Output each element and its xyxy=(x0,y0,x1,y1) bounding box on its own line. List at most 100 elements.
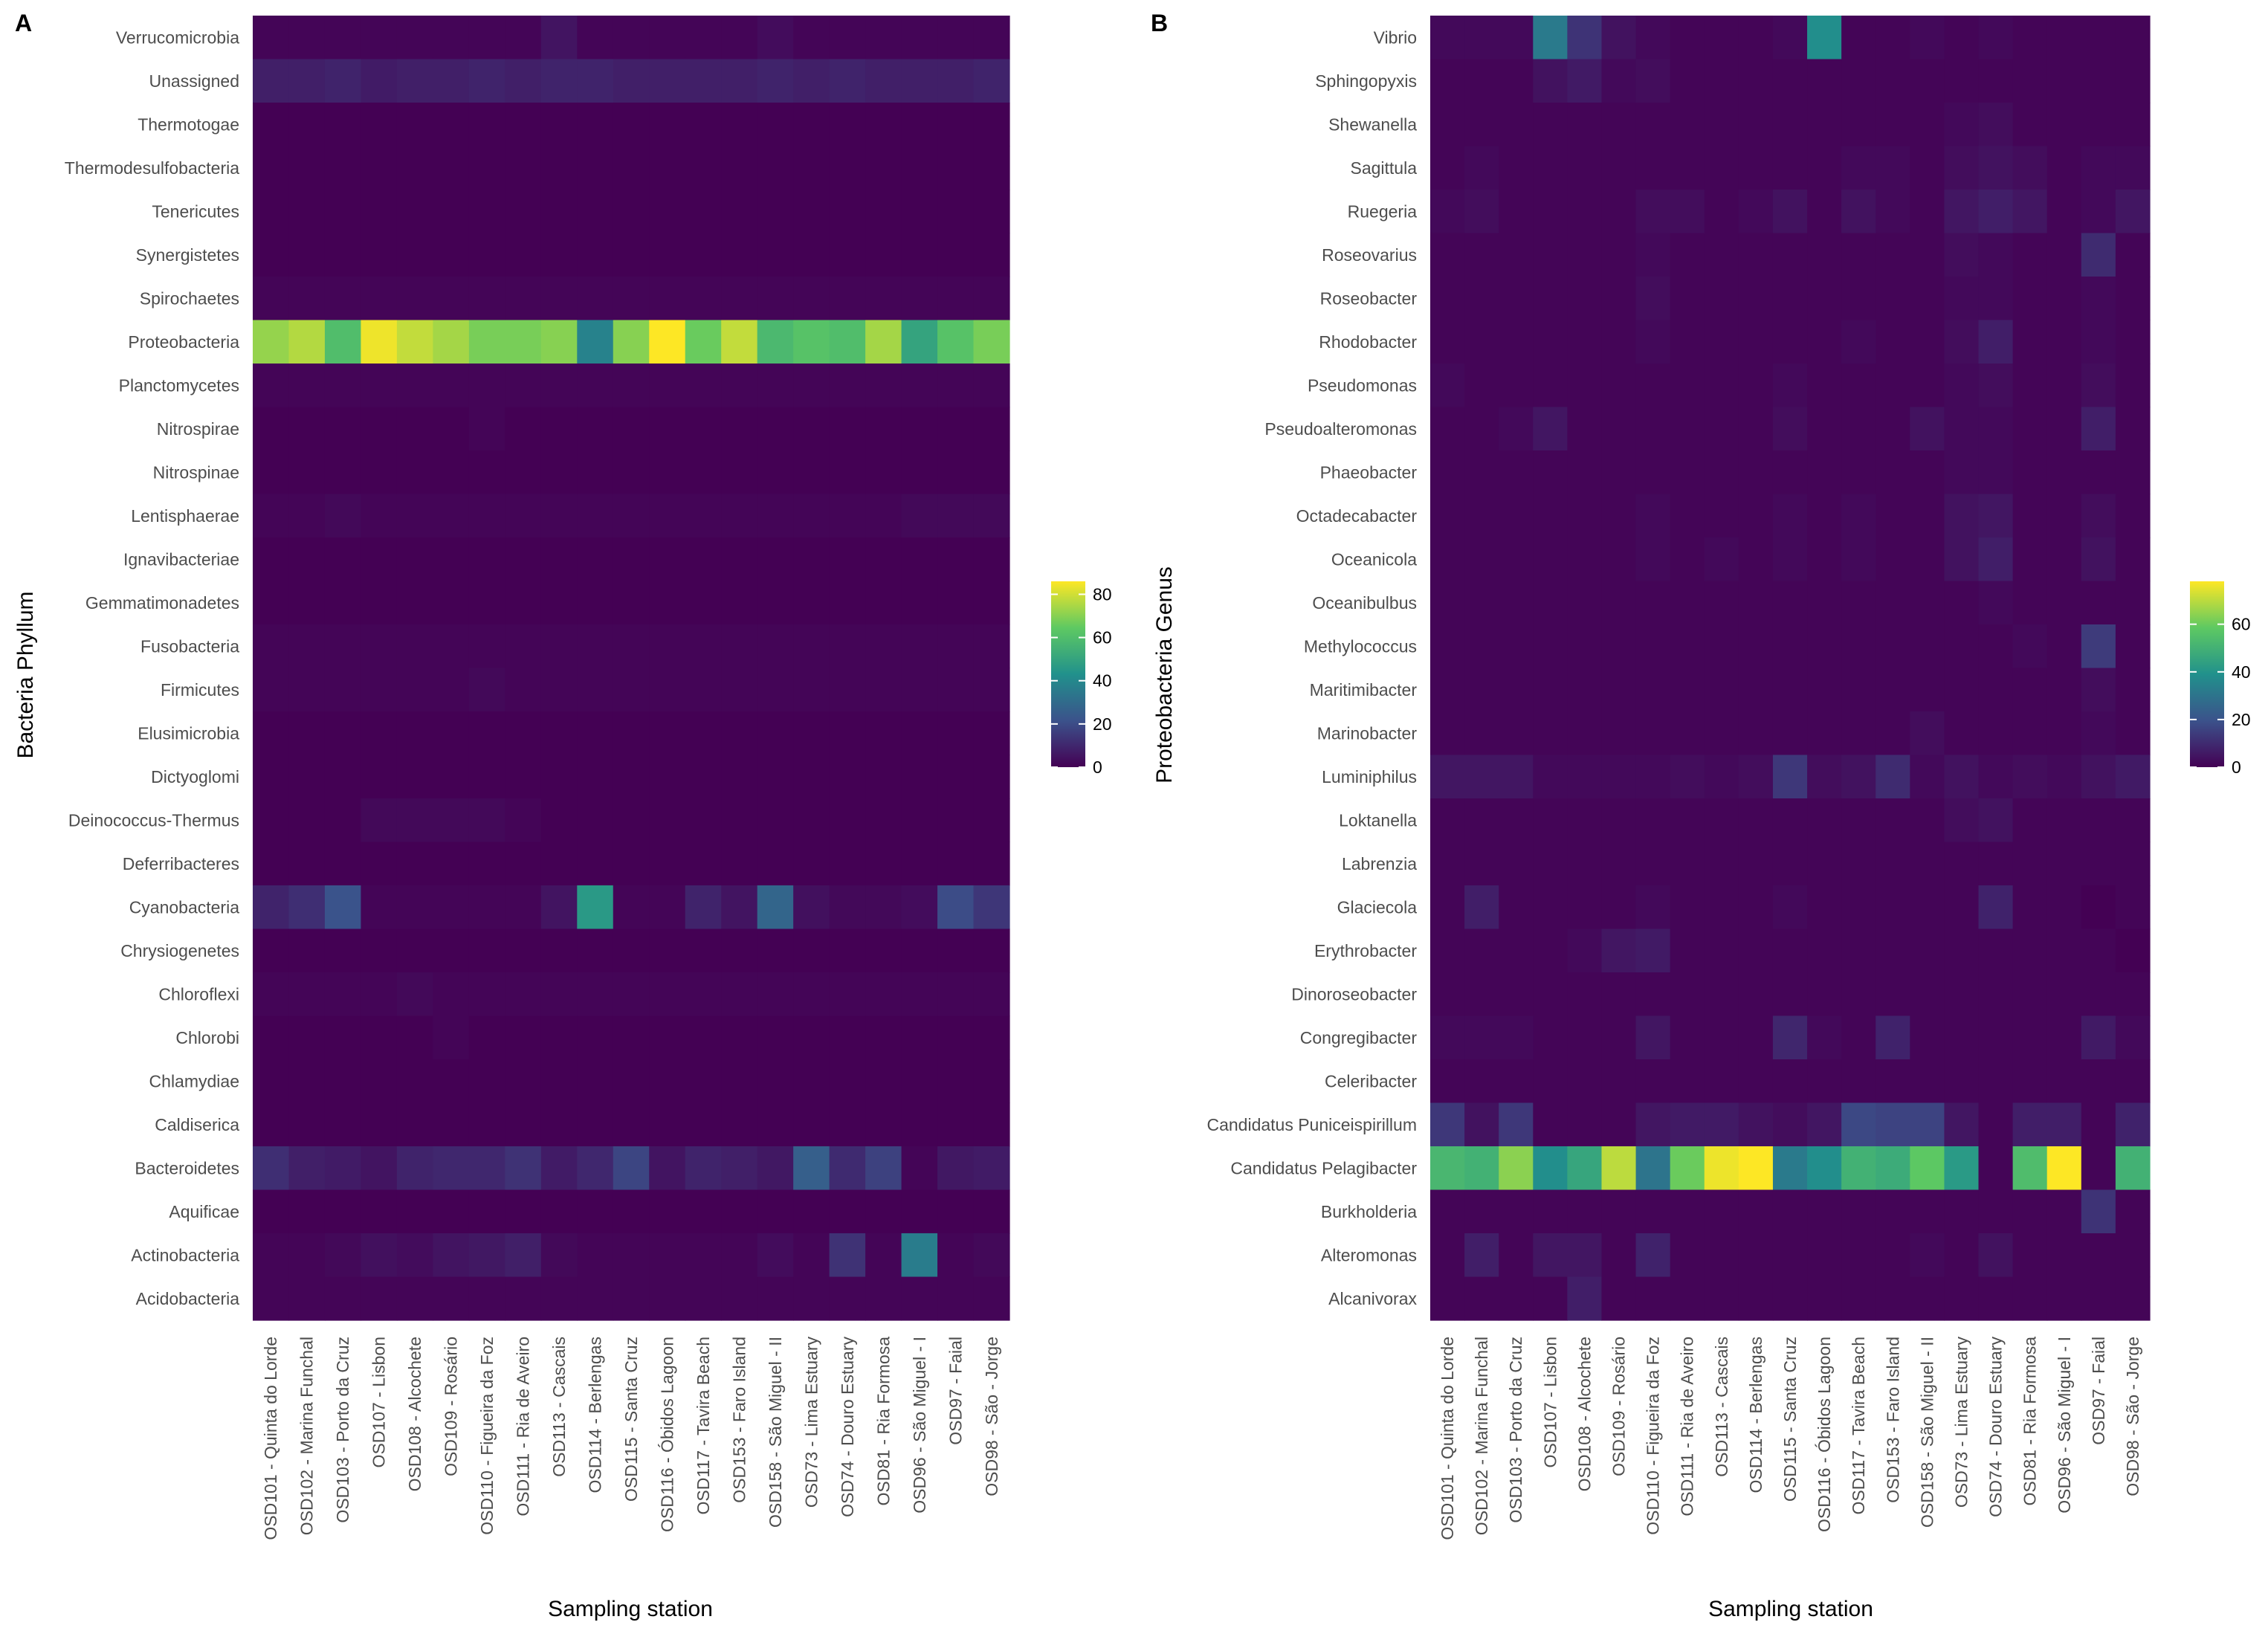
heatmap-cell xyxy=(361,1059,398,1104)
heatmap-cell xyxy=(721,277,758,321)
heatmap-cell xyxy=(1807,885,1842,930)
heatmap-cell xyxy=(2046,928,2082,973)
x-tick-label: OSD116 - Óbidos Lagoon xyxy=(1815,1337,1834,1532)
heatmap-cell xyxy=(1841,537,1876,582)
heatmap-cell xyxy=(288,1015,326,1060)
heatmap-cell xyxy=(1464,798,1499,843)
heatmap-cell xyxy=(288,59,326,103)
heatmap-cell xyxy=(1772,494,1808,538)
heatmap-cell xyxy=(757,233,794,277)
heatmap-cell xyxy=(540,624,578,669)
heatmap-cell xyxy=(757,842,794,886)
heatmap-cell xyxy=(613,928,650,973)
heatmap-cell xyxy=(2012,494,2048,538)
heatmap-cell xyxy=(829,277,866,321)
heatmap-cell xyxy=(2081,798,2116,843)
heatmap-cell xyxy=(1464,1189,1499,1234)
y-tick-label: Deinococcus-Thermus xyxy=(68,810,239,830)
heatmap-cell xyxy=(1704,842,1739,886)
x-tick-label: OSD81 - Ria Formosa xyxy=(873,1337,893,1506)
heatmap-cell xyxy=(1738,1146,1774,1191)
heatmap-cell xyxy=(433,494,470,538)
heatmap-cell xyxy=(2081,146,2116,190)
heatmap-cell xyxy=(1670,190,1705,234)
heatmap-cell xyxy=(1499,624,1534,669)
panel-a-x-tick-labels: OSD101 - Quinta do Lorde OSD102 - Marina … xyxy=(261,1337,1001,1540)
heatmap-cell xyxy=(2012,1233,2048,1278)
heatmap-cell xyxy=(1978,407,2014,451)
heatmap-cell xyxy=(757,624,794,669)
heatmap-cell xyxy=(1601,59,1637,103)
heatmap-cell xyxy=(865,842,902,886)
heatmap-cell xyxy=(829,885,866,930)
heatmap-cell xyxy=(2012,233,2048,277)
heatmap-cell xyxy=(433,798,470,843)
heatmap-cell xyxy=(540,842,578,886)
legend-tick-label: 0 xyxy=(2232,758,2241,777)
heatmap-cell xyxy=(1533,277,1568,321)
heatmap-cell xyxy=(829,1102,866,1147)
heatmap-cell xyxy=(865,1189,902,1234)
heatmap-cell xyxy=(973,407,1010,451)
heatmap-cell xyxy=(721,885,758,930)
heatmap-cell xyxy=(1464,537,1499,582)
heatmap-cell xyxy=(901,494,938,538)
heatmap-cell xyxy=(2081,450,2116,495)
heatmap-cell xyxy=(1635,233,1671,277)
heatmap-cell xyxy=(1738,59,1774,103)
heatmap-cell xyxy=(288,842,326,886)
heatmap-cell xyxy=(1464,1015,1499,1060)
heatmap-cell xyxy=(468,103,505,147)
heatmap-cell xyxy=(1910,1102,1945,1147)
y-tick-label: Burkholderia xyxy=(1321,1202,1417,1221)
heatmap-cell xyxy=(937,1276,975,1321)
heatmap-cell xyxy=(577,711,614,756)
heatmap-cell xyxy=(288,798,326,843)
heatmap-cell xyxy=(288,755,326,799)
heatmap-cell xyxy=(1670,1059,1705,1104)
heatmap-cell xyxy=(829,1146,866,1191)
heatmap-cell xyxy=(721,1189,758,1234)
heatmap-cell xyxy=(288,1276,326,1321)
heatmap-cell xyxy=(1670,972,1705,1017)
heatmap-cell xyxy=(505,928,542,973)
heatmap-cell xyxy=(793,1146,830,1191)
heatmap-cell xyxy=(1499,885,1534,930)
heatmap-cell xyxy=(1978,928,2014,973)
heatmap-cell xyxy=(2046,1059,2082,1104)
heatmap-cell xyxy=(1772,581,1808,625)
heatmap-cell xyxy=(1635,450,1671,495)
heatmap-cell xyxy=(1670,16,1705,60)
heatmap-cell xyxy=(649,494,686,538)
heatmap-cell xyxy=(1704,755,1739,799)
heatmap-cell xyxy=(1807,972,1842,1017)
heatmap-cell xyxy=(937,842,975,886)
heatmap-cell xyxy=(829,928,866,973)
heatmap-cell xyxy=(613,16,650,60)
panel-b: B Vibrio Sphingopyxis Shewanella Sagittula R… xyxy=(1151,10,2251,1621)
heatmap-cell xyxy=(1601,146,1637,190)
heatmap-cell xyxy=(973,624,1010,669)
heatmap-cell xyxy=(685,537,722,582)
heatmap-cell xyxy=(901,711,938,756)
heatmap-cell xyxy=(1601,928,1637,973)
heatmap-cell xyxy=(1601,537,1637,582)
heatmap-cell xyxy=(901,972,938,1017)
heatmap-cell xyxy=(973,1102,1010,1147)
heatmap-cell xyxy=(685,581,722,625)
heatmap-cell xyxy=(288,364,326,408)
heatmap-cell xyxy=(1807,581,1842,625)
heatmap-cell xyxy=(1601,190,1637,234)
heatmap-cell xyxy=(793,320,830,364)
heatmap-cell xyxy=(2046,16,2082,60)
heatmap-cell xyxy=(1499,1146,1534,1191)
heatmap-cell xyxy=(793,624,830,669)
heatmap-cell xyxy=(757,711,794,756)
heatmap-cell xyxy=(1635,885,1671,930)
heatmap-cell xyxy=(1910,103,1945,147)
heatmap-cell xyxy=(324,16,362,60)
heatmap-cell xyxy=(540,364,578,408)
heatmap-cell xyxy=(1601,1059,1637,1104)
heatmap-cell xyxy=(1772,1059,1808,1104)
heatmap-cell xyxy=(973,494,1010,538)
